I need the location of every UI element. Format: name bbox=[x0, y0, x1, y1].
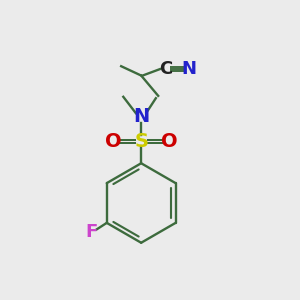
Text: O: O bbox=[161, 132, 178, 151]
Text: C: C bbox=[159, 60, 172, 78]
Text: N: N bbox=[133, 106, 149, 126]
Text: S: S bbox=[134, 132, 148, 151]
Text: N: N bbox=[182, 60, 196, 78]
Text: F: F bbox=[85, 223, 98, 241]
Text: O: O bbox=[105, 132, 122, 151]
